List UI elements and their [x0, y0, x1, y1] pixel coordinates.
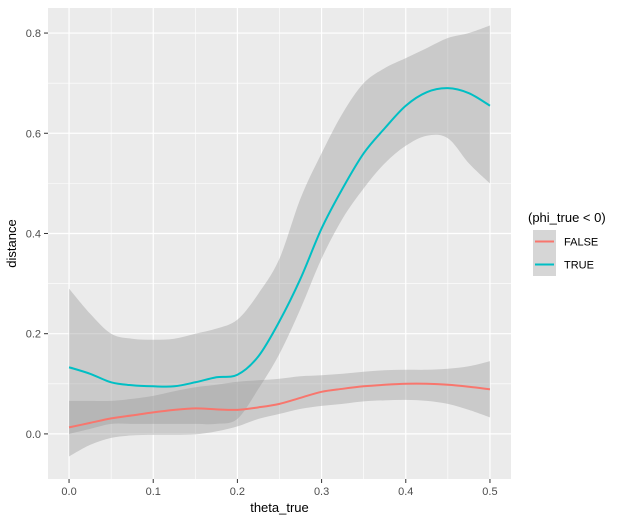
x-axis-title: theta_true — [250, 500, 309, 515]
series-line-false — [68, 382, 491, 429]
x-tick-label: 0.5 — [482, 486, 497, 498]
y-axis-title: distance — [4, 219, 19, 267]
major-gridlines — [48, 8, 511, 479]
y-tick-label: 0.4 — [26, 228, 41, 240]
legend-item-true: TRUE — [533, 253, 594, 276]
y-tick-label: 0.2 — [26, 329, 41, 341]
legend: (phi_true < 0) FALSE TRUE — [528, 210, 606, 276]
plot-area — [48, 8, 511, 479]
x-tick-label: 0.2 — [230, 486, 245, 498]
x-tick-label: 0.1 — [146, 486, 161, 498]
minor-gridlines — [48, 8, 511, 479]
series-line-true — [68, 87, 491, 388]
y-axis: 0.0 0.2 0.4 0.6 0.8 — [26, 28, 48, 441]
x-tick-label: 0.0 — [61, 486, 76, 498]
legend-label: FALSE — [564, 237, 598, 249]
x-tick-label: 0.4 — [398, 486, 413, 498]
series-lines — [68, 87, 491, 429]
y-tick-label: 0.8 — [26, 28, 41, 40]
y-tick-label: 0.6 — [26, 128, 41, 140]
legend-item-false: FALSE — [533, 230, 598, 253]
y-tick-label: 0.0 — [26, 429, 41, 441]
x-axis: 0.0 0.1 0.2 0.3 0.4 0.5 — [61, 479, 498, 498]
legend-title: (phi_true < 0) — [528, 210, 606, 225]
legend-items: FALSE TRUE — [533, 230, 598, 276]
legend-label: TRUE — [564, 260, 594, 272]
x-tick-label: 0.3 — [314, 486, 329, 498]
